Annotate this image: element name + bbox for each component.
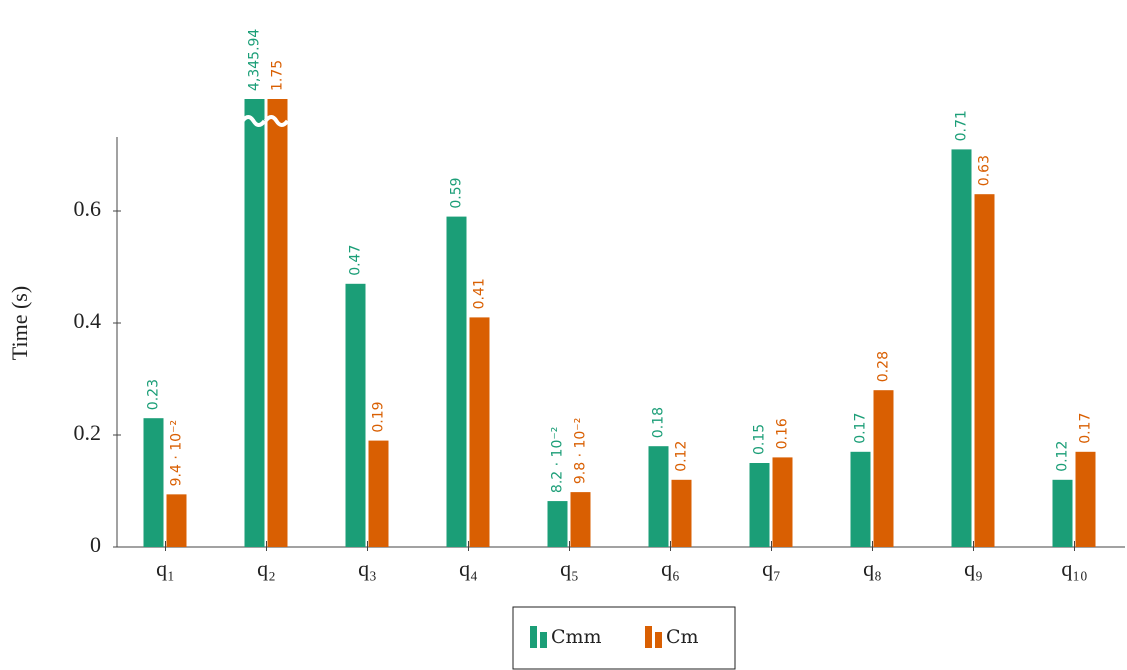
value-label: 0.47 — [348, 245, 364, 276]
value-label: 0.15 — [752, 424, 768, 455]
value-label: 1.75 — [270, 60, 286, 91]
value-label: 0.28 — [876, 351, 892, 382]
bar — [469, 317, 490, 547]
bar — [648, 446, 669, 547]
value-label: 9.8 · 10⁻² — [573, 418, 589, 484]
value-label: 0.63 — [977, 155, 993, 186]
bar — [244, 99, 265, 547]
value-label: 0.41 — [472, 278, 488, 309]
bar — [345, 283, 366, 547]
axis-break — [263, 115, 290, 127]
y-tick-label: 0 — [90, 532, 101, 557]
y-axis-label: Time (s) — [7, 286, 32, 360]
value-label: 0.17 — [853, 413, 869, 444]
legend-swatch — [530, 626, 537, 648]
value-label: 0.18 — [651, 407, 667, 438]
value-label: 8.2 · 10⁻² — [550, 427, 566, 493]
value-label: 0.12 — [674, 441, 690, 472]
y-tick-label: 0.6 — [74, 196, 102, 221]
y-tick-label: 0.2 — [74, 420, 102, 445]
bar — [143, 418, 164, 547]
x-tick-label: q₇ — [762, 556, 781, 581]
x-tick-label: q₁₀ — [1061, 556, 1087, 581]
bar — [749, 463, 770, 547]
bar — [570, 492, 591, 547]
value-label: 4,345.94 — [247, 29, 263, 91]
axis-break — [240, 115, 267, 127]
value-label: 9.4 · 10⁻² — [169, 420, 185, 486]
value-label: 0.71 — [954, 110, 970, 141]
legend-swatch — [655, 632, 662, 648]
x-tick-label: q₄ — [459, 556, 478, 581]
x-tick-label: q₅ — [560, 556, 579, 581]
bar — [267, 99, 288, 547]
bar — [166, 494, 187, 547]
bar — [951, 149, 972, 547]
legend-box — [512, 606, 736, 670]
value-label: 0.19 — [371, 401, 387, 432]
legend-swatch — [540, 632, 547, 648]
legend-label: Cm — [666, 626, 699, 648]
value-label: 0.59 — [449, 177, 465, 208]
bar — [671, 479, 692, 547]
bar — [850, 451, 871, 547]
y-tick-label: 0.4 — [74, 308, 102, 333]
bar — [547, 501, 568, 547]
bar — [368, 440, 389, 547]
bar — [1052, 479, 1073, 547]
x-tick-label: q₁ — [156, 556, 175, 581]
bar — [772, 457, 793, 547]
legend-label: Cmm — [551, 626, 602, 648]
value-label: 0.12 — [1055, 441, 1071, 472]
value-label: 0.23 — [146, 379, 162, 410]
bar — [446, 216, 467, 547]
value-label: 0.16 — [775, 418, 791, 449]
legend-swatch — [645, 626, 652, 648]
x-tick-label: q₈ — [863, 556, 882, 581]
x-tick-label: q₆ — [661, 556, 680, 581]
bar — [1075, 451, 1096, 547]
x-tick-label: q₂ — [257, 556, 276, 581]
bar — [873, 390, 894, 547]
bar — [974, 194, 995, 547]
x-tick-label: q₃ — [358, 556, 377, 581]
value-label: 0.17 — [1078, 413, 1094, 444]
x-tick-label: q₉ — [964, 556, 983, 581]
